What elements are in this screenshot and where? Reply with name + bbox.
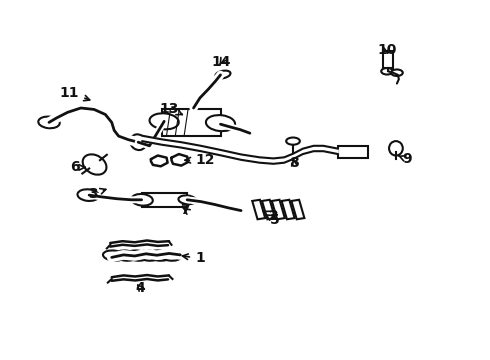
Text: 14: 14	[212, 55, 231, 69]
Ellipse shape	[130, 134, 146, 150]
Bar	[162, 109, 220, 136]
Bar	[262, 200, 275, 219]
Text: 12: 12	[185, 153, 215, 167]
Ellipse shape	[131, 194, 153, 206]
Ellipse shape	[103, 251, 124, 261]
Ellipse shape	[38, 117, 60, 128]
Ellipse shape	[149, 113, 179, 129]
Ellipse shape	[160, 251, 181, 261]
Bar	[282, 200, 294, 219]
Text: 6: 6	[70, 161, 85, 174]
Ellipse shape	[126, 251, 148, 261]
Bar	[292, 200, 304, 219]
Bar	[272, 200, 285, 219]
Bar	[252, 200, 265, 219]
Text: 2: 2	[263, 209, 278, 223]
Ellipse shape	[178, 195, 196, 204]
Text: 13: 13	[159, 102, 182, 116]
Ellipse shape	[389, 141, 403, 156]
Ellipse shape	[206, 115, 235, 131]
Text: 1: 1	[182, 252, 205, 265]
Bar	[383, 51, 393, 68]
Text: 11: 11	[60, 86, 90, 101]
Text: 3: 3	[88, 187, 106, 201]
Bar	[142, 193, 187, 207]
Ellipse shape	[83, 154, 106, 175]
Ellipse shape	[115, 251, 137, 261]
Polygon shape	[142, 136, 338, 164]
Ellipse shape	[216, 71, 230, 78]
Text: 10: 10	[377, 43, 397, 57]
Text: 7: 7	[180, 203, 190, 216]
Text: 9: 9	[399, 152, 412, 166]
Text: 5: 5	[266, 213, 279, 226]
Bar	[338, 146, 368, 158]
Ellipse shape	[286, 138, 300, 145]
Ellipse shape	[77, 189, 99, 201]
Text: 8: 8	[289, 156, 299, 170]
Ellipse shape	[148, 251, 170, 261]
Ellipse shape	[138, 251, 159, 261]
Ellipse shape	[381, 68, 393, 75]
Text: 4: 4	[135, 281, 145, 295]
Ellipse shape	[391, 69, 403, 76]
